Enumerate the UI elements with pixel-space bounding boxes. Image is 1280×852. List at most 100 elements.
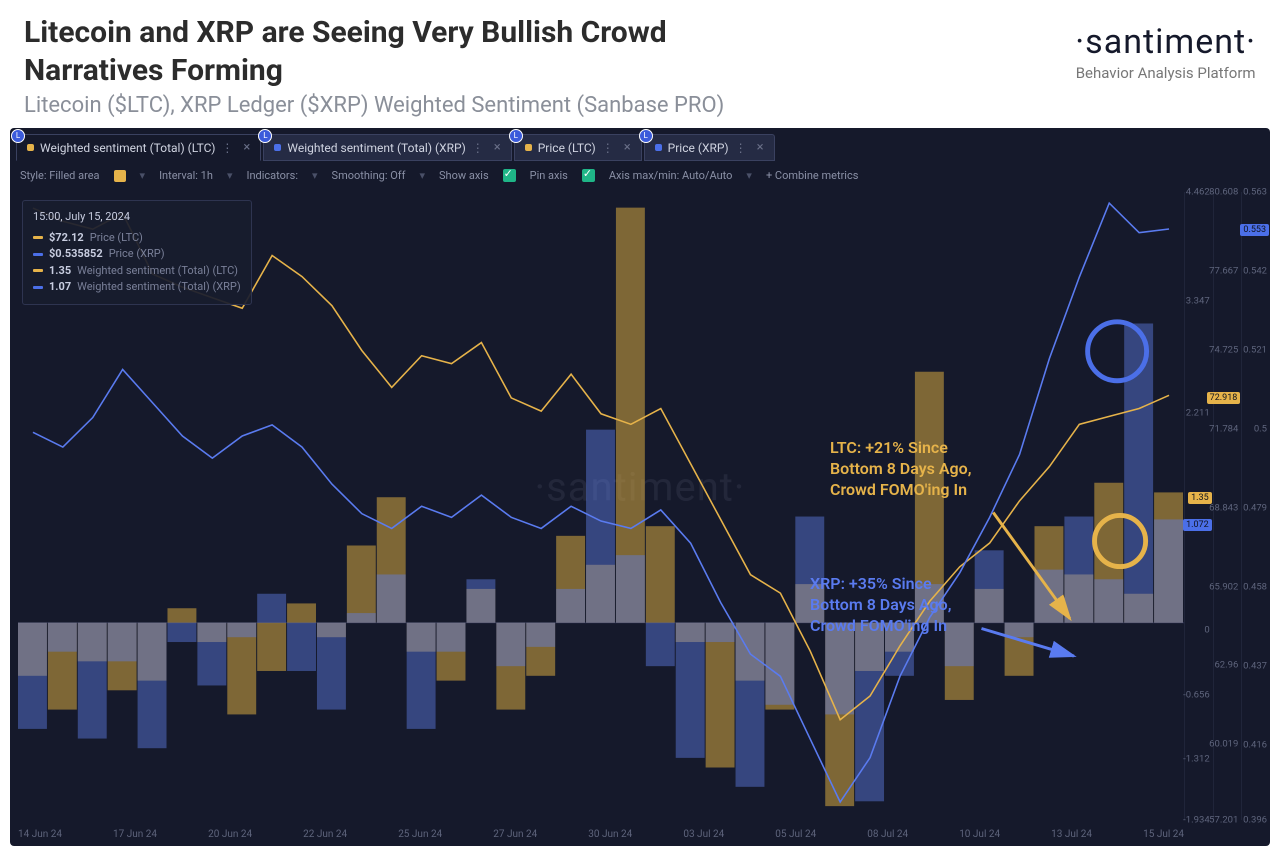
tab-menu-icon[interactable]: ⋮: [472, 141, 484, 155]
yaxis-tick: 0.521: [1243, 344, 1267, 355]
yaxis-tick: 57.201: [1209, 815, 1238, 826]
tab-close-icon[interactable]: ×: [757, 140, 764, 155]
xaxis-tick: 15 Jul 24: [1143, 829, 1184, 840]
tooltip-label: Price (LTC): [90, 230, 143, 247]
yaxis-tick: 4.462: [1186, 187, 1210, 198]
xaxis-tick: 14 Jun 24: [18, 829, 62, 840]
yaxis-tick: -0.656: [1183, 689, 1210, 700]
metric-tab[interactable]: LPrice (LTC)⋮×: [514, 134, 642, 161]
tab-color-dot: [525, 144, 532, 151]
yaxis-badge: 72.918: [1207, 392, 1241, 404]
yaxis-tick: 0.416: [1243, 739, 1267, 750]
toolbar-showaxis[interactable]: Show axis: [439, 169, 489, 182]
metric-tab[interactable]: LWeighted sentiment (Total) (XRP)⋮×: [263, 134, 511, 161]
yaxis-tick: 0.563: [1243, 187, 1267, 198]
toolbar-pinaxis[interactable]: Pin axis: [530, 169, 568, 182]
tab-close-icon[interactable]: ×: [494, 140, 501, 155]
toolbar-indicators[interactable]: Indicators:: [246, 169, 298, 182]
tooltip-swatch: [33, 286, 43, 289]
metric-tab[interactable]: LPrice (XRP)⋮×: [644, 134, 775, 161]
showaxis-checkbox[interactable]: [503, 169, 516, 182]
tooltip-swatch: [33, 269, 43, 272]
xaxis-tick: 27 Jun 24: [493, 829, 537, 840]
xaxis-tick: 25 Jun 24: [398, 829, 442, 840]
yaxis-xrp-price: 0.5630.5530.5420.5210.50.4790.4580.4370.…: [1241, 192, 1270, 820]
tab-color-dot: [655, 144, 662, 151]
tooltip-value: $0.535852: [49, 246, 103, 263]
tooltip-value: 1.07: [49, 279, 71, 296]
yaxis-ltc-price: 80.60877.66774.72572.91871.78468.84365.9…: [1213, 192, 1242, 820]
tooltip-value: $72.12: [49, 230, 84, 247]
tab-badge-icon: L: [258, 129, 272, 143]
yaxis-badge: 1.35: [1188, 492, 1212, 504]
xaxis-tick: 08 Jul 24: [867, 829, 908, 840]
xaxis-tick: 30 Jun 24: [588, 829, 632, 840]
annotation-ltc: LTC: +21% SinceBottom 8 Days Ago,Crowd F…: [830, 438, 971, 500]
tab-close-icon[interactable]: ×: [624, 140, 631, 155]
toolbar-interval[interactable]: Interval: 1h: [159, 169, 213, 182]
xaxis-tick: 13 Jul 24: [1051, 829, 1092, 840]
yaxis-tick: 80.608: [1209, 187, 1238, 198]
tab-close-icon[interactable]: ×: [243, 140, 250, 155]
yaxis-tick: 0.396: [1243, 815, 1267, 826]
tooltip-value: 1.35: [49, 263, 71, 280]
tab-badge-icon: L: [509, 129, 523, 143]
tab-color-dot: [27, 144, 34, 151]
style-color-chip[interactable]: [114, 170, 126, 182]
y-axes: 4.4623.3472.2111.350-0.656-1.312-1.9341.…: [1184, 192, 1270, 820]
page-header: Litecoin and XRP are Seeing Very Bullish…: [0, 0, 1280, 128]
yaxis-tick: 62.96: [1214, 660, 1238, 671]
xaxis-tick: 17 Jun 24: [113, 829, 157, 840]
xaxis-tick: 10 Jul 24: [959, 829, 1000, 840]
toolbar-smoothing[interactable]: Smoothing: Off: [332, 169, 406, 182]
tooltip-swatch: [33, 236, 43, 239]
yaxis-badge: 1.072: [1183, 519, 1212, 531]
tab-menu-icon[interactable]: ⋮: [735, 141, 747, 155]
toolbar-style[interactable]: Style: Filled area: [20, 169, 100, 182]
tooltip-label: Price (XRP): [109, 246, 165, 263]
tab-color-dot: [274, 144, 281, 151]
tab-label: Price (LTC): [538, 141, 596, 155]
brand-block: ·santiment· Behavior Analysis Platform: [1075, 14, 1256, 82]
tooltip-label: Weighted sentiment (Total) (LTC): [77, 263, 238, 280]
chart-container: L Weighted sentiment (Total) (LTC) ⋮ × L Weig…: [10, 128, 1270, 846]
x-axis: 14 Jun 24 17 Jun 24 20 Jun 24 22 Jun 24 25 J…: [18, 829, 1184, 840]
annotation-xrp: XRP: +35% SinceBottom 8 Days Ago,Crowd F…: [810, 574, 951, 636]
toolbar-combine[interactable]: + Combine metrics: [766, 169, 858, 182]
yaxis-tick: 3.347: [1186, 296, 1210, 307]
yaxis-tick: -1.312: [1183, 753, 1210, 764]
xaxis-tick: 20 Jun 24: [208, 829, 252, 840]
tab-label: Weighted sentiment (Total) (LTC): [40, 141, 215, 155]
yaxis-tick: 77.667: [1209, 265, 1238, 276]
tooltip-swatch: [33, 253, 43, 256]
page-title: Litecoin and XRP are Seeing Very Bullish…: [24, 14, 804, 89]
xaxis-tick: 05 Jul 24: [775, 829, 816, 840]
tab-badge-icon: L: [11, 129, 25, 143]
yaxis-tick: 0.437: [1243, 660, 1267, 671]
tab-badge-icon: L: [639, 129, 653, 143]
yaxis-tick: 2.211: [1186, 408, 1210, 419]
tab-label: Weighted sentiment (Total) (XRP): [287, 141, 465, 155]
yaxis-tick: 0.458: [1243, 581, 1267, 592]
yaxis-tick: 65.902: [1209, 581, 1238, 592]
pinaxis-checkbox[interactable]: [582, 169, 595, 182]
tab-menu-icon[interactable]: ⋮: [602, 141, 614, 155]
yaxis-tick: -1.934: [1183, 815, 1210, 826]
yaxis-tick: 68.843: [1209, 502, 1238, 513]
metric-tabs: L Weighted sentiment (Total) (LTC) ⋮ × L Weig…: [10, 128, 1270, 161]
yaxis-tick: 0: [1204, 625, 1209, 636]
tab-label: Price (XRP): [668, 141, 729, 155]
brand-tagline: Behavior Analysis Platform: [1075, 64, 1256, 82]
xaxis-tick: 03 Jul 24: [683, 829, 724, 840]
xaxis-tick: 22 Jun 24: [303, 829, 347, 840]
metric-tab[interactable]: LWeighted sentiment (Total) (LTC)⋮×: [16, 134, 261, 161]
tab-menu-icon[interactable]: ⋮: [221, 141, 233, 155]
yaxis-badge: 0.553: [1240, 224, 1269, 236]
yaxis-tick: 0.5: [1254, 423, 1267, 434]
tooltip-label: Weighted sentiment (Total) (XRP): [77, 279, 241, 296]
chart-toolbar: Style: Filled area ▾ Interval: 1h▾ Indic…: [10, 161, 1270, 188]
toolbar-axisminmax[interactable]: Axis max/min: Auto/Auto: [609, 169, 733, 182]
yaxis-tick: 74.725: [1209, 344, 1238, 355]
tooltip-timestamp: 15:00, July 15, 2024: [33, 209, 241, 226]
yaxis-tick: 0.479: [1243, 502, 1267, 513]
